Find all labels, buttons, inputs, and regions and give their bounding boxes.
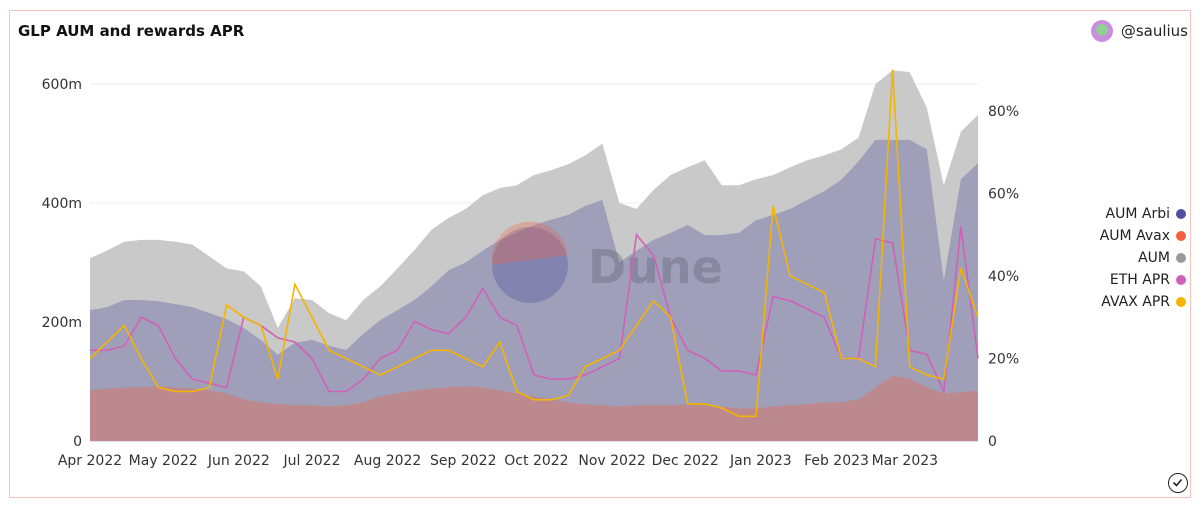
area-aum: [90, 70, 978, 442]
line-eth-apr: [90, 226, 979, 395]
x-tick-label: May 2022: [129, 453, 198, 469]
legend-label: AUM Arbi: [1105, 206, 1170, 222]
legend-item[interactable]: AVAX APR: [1100, 291, 1186, 313]
chart-card: [9, 10, 1191, 498]
y-right-tick-label: 60%: [988, 187, 1019, 203]
legend-item[interactable]: AUM Avax: [1100, 225, 1186, 247]
dune-logo-icon: [491, 221, 568, 265]
legend-dot-icon: [1176, 231, 1186, 241]
x-tick-label: Feb 2023: [804, 453, 869, 469]
y-right-tick-label: 20%: [988, 352, 1019, 368]
x-tick-label: Oct 2022: [504, 453, 568, 469]
legend-dot-icon: [1176, 253, 1186, 263]
area-aum-arbi: [90, 139, 978, 441]
y-right-tick-label: 80%: [988, 104, 1019, 120]
x-tick-label: Sep 2022: [430, 453, 496, 469]
legend-label: AUM Avax: [1099, 228, 1170, 244]
legend: AUM Arbi AUM Avax AUM ETH APR AVAX APR: [1100, 203, 1186, 313]
line-avax-apr: [89, 69, 979, 418]
area-aum-avax: [90, 375, 978, 441]
y-right-tick-label: 40%: [988, 269, 1019, 285]
legend-label: ETH APR: [1109, 272, 1170, 288]
watermark: Dune: [588, 240, 723, 294]
x-tick-label: Jun 2022: [207, 453, 270, 469]
x-tick-label: Nov 2022: [578, 453, 645, 469]
legend-item[interactable]: AUM: [1100, 247, 1186, 269]
legend-dot-icon: [1176, 275, 1186, 285]
y-left-tick-label: 400m: [42, 196, 82, 212]
y-right-tick-label: 0: [988, 434, 997, 450]
legend-label: AUM: [1138, 250, 1170, 266]
y-left-tick-label: 200m: [42, 315, 82, 331]
dune-logo-icon: [492, 227, 568, 303]
x-tick-label: Jul 2022: [283, 453, 341, 469]
legend-item[interactable]: AUM Arbi: [1100, 203, 1186, 225]
author[interactable]: @saulius: [1090, 20, 1188, 42]
legend-dot-icon: [1176, 209, 1186, 219]
legend-label: AVAX APR: [1101, 294, 1170, 310]
legend-item[interactable]: ETH APR: [1100, 269, 1186, 291]
x-tick-label: Mar 2023: [872, 453, 939, 469]
x-tick-label: Apr 2022: [58, 453, 122, 469]
author-name: @saulius: [1120, 22, 1188, 40]
x-tick-label: Jan 2023: [729, 453, 792, 469]
check-icon[interactable]: [1168, 473, 1188, 493]
x-tick-label: Aug 2022: [354, 453, 421, 469]
x-tick-label: Dec 2022: [652, 453, 719, 469]
y-left-tick-label: 600m: [42, 77, 82, 93]
legend-dot-icon: [1176, 297, 1186, 307]
chart-title: GLP AUM and rewards APR: [18, 22, 245, 40]
avatar: [1090, 20, 1113, 42]
y-left-tick-label: 0: [73, 434, 82, 450]
